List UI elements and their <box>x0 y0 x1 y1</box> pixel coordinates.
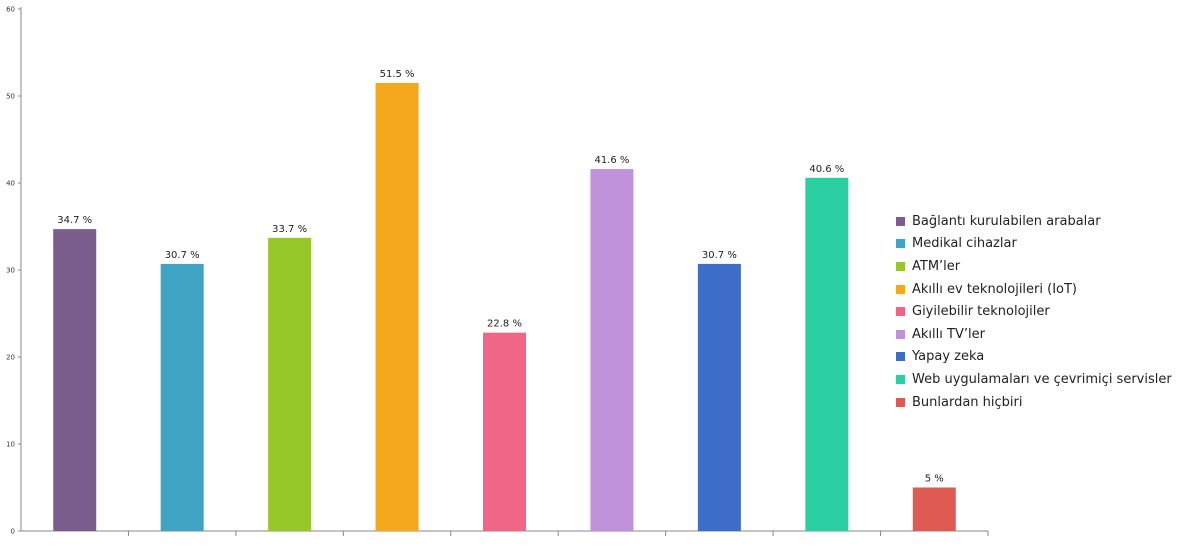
legend-swatch <box>896 397 905 407</box>
y-tick-label: 50 <box>6 93 15 101</box>
legend: Bağlantı kurulabilen arabalar Medikal cih… <box>896 210 1172 413</box>
legend-label: Bağlantı kurulabilen arabalar <box>912 213 1101 229</box>
bar <box>160 263 204 531</box>
data-label: 34.7 % <box>57 215 92 226</box>
legend-item: ATM’ler <box>896 255 1172 278</box>
legend-swatch <box>896 216 905 226</box>
y-tick-label: 30 <box>6 267 15 275</box>
legend-item: Web uygulamaları ve çevrimiçi servisler <box>896 368 1172 391</box>
legend-label: Medikal cihazlar <box>912 236 1017 252</box>
bars <box>53 82 956 532</box>
legend-swatch <box>896 307 905 317</box>
bar <box>590 169 634 531</box>
legend-label: Giyilebilir teknolojiler <box>912 304 1050 320</box>
y-tick-label: 10 <box>6 441 15 449</box>
data-label: 5 % <box>925 474 944 485</box>
legend-label: Yapay zeka <box>912 349 985 365</box>
data-label: 40.6 % <box>809 164 844 175</box>
bar <box>268 237 312 531</box>
y-tick-label: 0 <box>11 528 15 536</box>
legend-item: Bağlantı kurulabilen arabalar <box>896 210 1172 233</box>
bar <box>375 82 419 531</box>
legend-item: Medikal cihazlar <box>896 233 1172 256</box>
bar <box>697 263 741 531</box>
data-label: 41.6 % <box>594 155 629 166</box>
legend-swatch <box>896 374 905 384</box>
legend-label: ATM’ler <box>912 258 961 274</box>
y-tick-label: 40 <box>6 180 15 188</box>
data-labels: 34.7 % 30.7 % 33.7 % 51.5 % 22.8 % 41.6 % 30.7… <box>57 69 944 485</box>
legend-item: Akıllı ev teknolojileri (IoT) <box>896 278 1172 301</box>
y-tick-label: 60 <box>6 6 15 14</box>
legend-item: Akıllı TV’ler <box>896 323 1172 346</box>
data-label: 51.5 % <box>380 69 415 80</box>
legend-item: Giyilebilir teknolojiler <box>896 300 1172 323</box>
legend-label: Akıllı TV’ler <box>912 326 985 342</box>
legend-swatch <box>896 239 905 249</box>
data-label: 33.7 % <box>272 224 307 235</box>
bar <box>912 487 956 531</box>
legend-label: Akıllı ev teknolojileri (IoT) <box>912 281 1078 297</box>
legend-swatch <box>896 352 905 362</box>
y-axis: 0 10 20 30 40 50 60 <box>6 6 22 536</box>
legend-item: Yapay zeka <box>896 346 1172 369</box>
y-tick-label: 20 <box>6 354 15 362</box>
legend-swatch <box>896 261 905 271</box>
legend-swatch <box>896 284 905 294</box>
legend-item: Bunlardan hiçbiri <box>896 391 1172 414</box>
data-label: 30.7 % <box>702 250 737 261</box>
legend-label: Bunlardan hiçbiri <box>912 394 1023 410</box>
legend-swatch <box>896 329 905 339</box>
bar <box>53 229 97 532</box>
bar <box>483 332 526 531</box>
x-axis <box>21 530 989 536</box>
data-label: 22.8 % <box>487 319 522 330</box>
data-label: 30.7 % <box>165 250 200 261</box>
bar <box>805 177 849 531</box>
legend-label: Web uygulamaları ve çevrimiçi servisler <box>912 371 1172 387</box>
